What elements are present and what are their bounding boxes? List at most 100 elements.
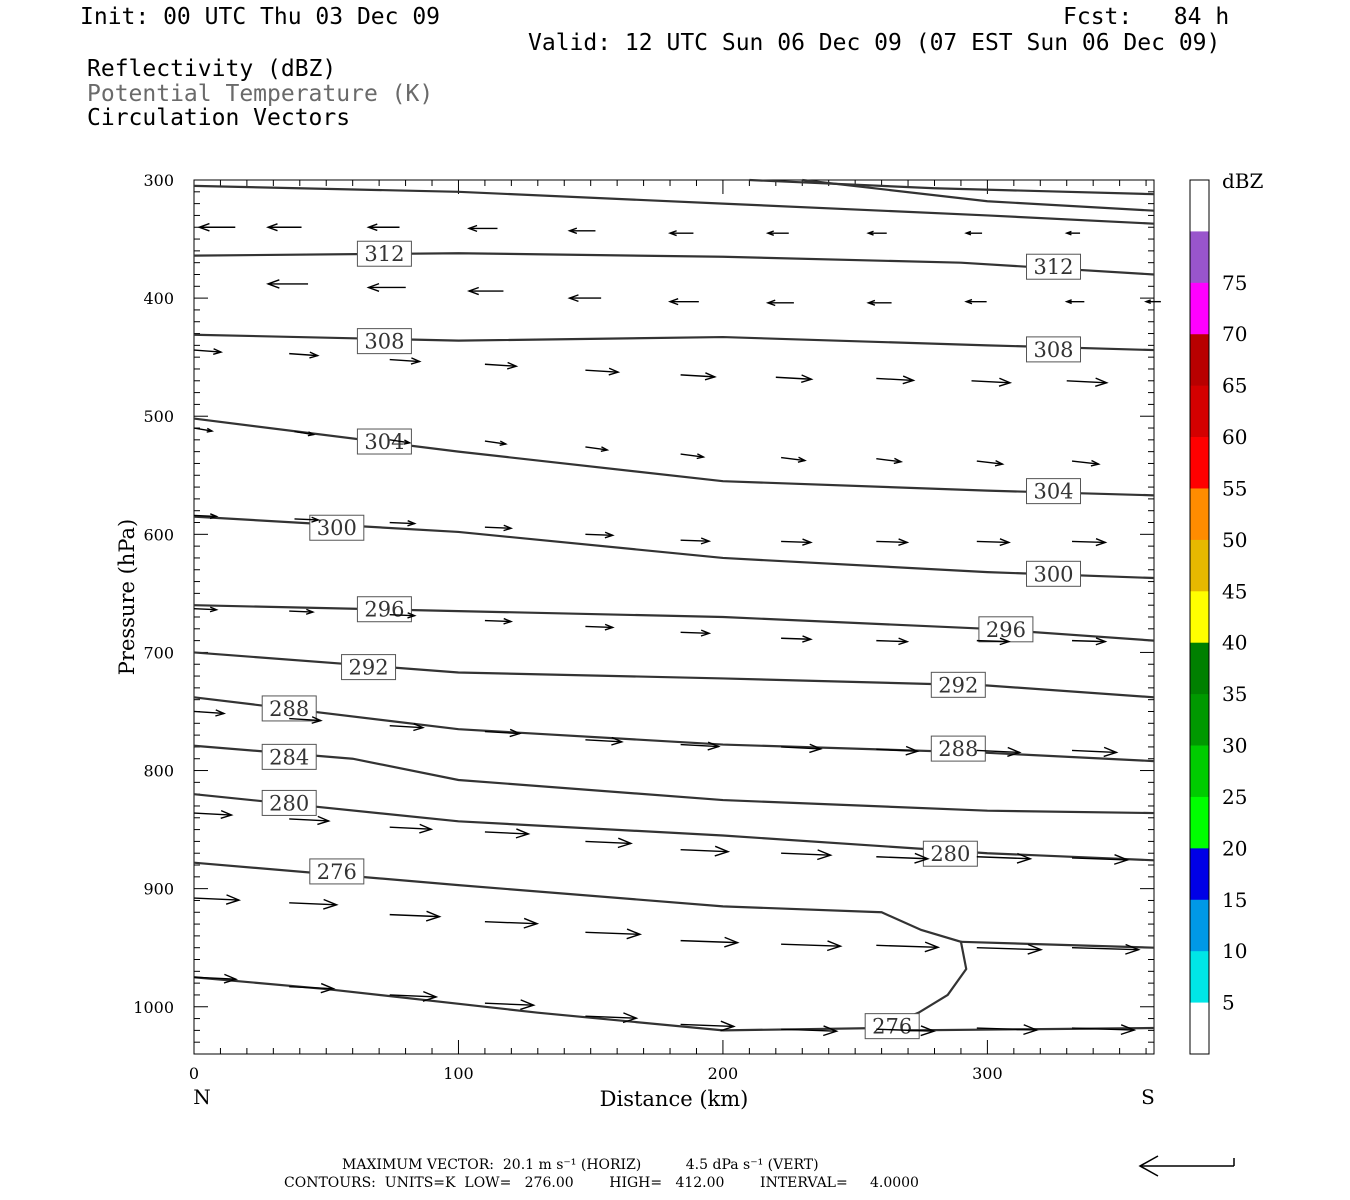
circulation-vector — [1071, 749, 1117, 754]
isentrope-304 — [193, 417, 1155, 497]
contour-label: 288 — [938, 737, 978, 761]
max-vector-note: MAXIMUM VECTOR: 20.1 m s⁻¹ (HORIZ) 4.5 d… — [342, 1157, 819, 1173]
circulation-vector — [484, 921, 538, 925]
x-tick-label: 0 — [189, 1064, 199, 1083]
colorbar-segment — [1190, 694, 1209, 746]
colorbar-level-label: 60 — [1222, 425, 1247, 449]
circulation-vector-head — [320, 982, 336, 994]
circulation-vector-head — [220, 810, 234, 820]
circulation-vector-head — [215, 709, 227, 717]
isentrope-280 — [193, 793, 1155, 862]
isentrope-316 — [193, 184, 1155, 225]
circulation-vector — [389, 913, 440, 918]
circulation-vector — [775, 376, 812, 380]
circulation-vector — [585, 625, 613, 629]
circulation-vector-head — [425, 910, 442, 922]
circulation-vector — [781, 746, 821, 750]
circulation-vector — [289, 818, 329, 822]
colorbar-segment — [1190, 488, 1209, 541]
circulation-vector-head — [422, 990, 439, 1002]
circulation-vector — [484, 730, 520, 735]
colorbar-level-label: 65 — [1222, 374, 1247, 398]
contour-label: 296 — [986, 618, 1026, 642]
circulation-vector-head — [523, 917, 540, 929]
circulation-vector — [876, 856, 928, 860]
y-tick-label: 1000 — [133, 998, 174, 1017]
y-axis-label: Pressure (hPa) — [115, 519, 139, 675]
circulation-vector — [976, 540, 1009, 544]
circulation-vector-head — [604, 623, 615, 631]
circulation-vector — [876, 748, 918, 752]
contour-label: 280 — [269, 791, 309, 815]
isentrope-312 — [193, 252, 1155, 276]
circulation-vector-head — [724, 936, 740, 948]
left-end-label: N — [193, 1085, 211, 1109]
circulation-vector — [1066, 380, 1107, 384]
contour-label: 312 — [364, 242, 404, 266]
circulation-vector-head — [309, 351, 320, 359]
field-reflectivity: Reflectivity (dBZ) — [87, 56, 337, 82]
circulation-vector — [389, 358, 420, 363]
contour-label-box — [1026, 560, 1082, 587]
colorbar-level-label: 35 — [1222, 682, 1247, 706]
field-potential-temperature: Potential Temperature (K) — [87, 81, 434, 107]
circulation-vector — [193, 514, 217, 518]
circulation-vector-head — [964, 298, 973, 305]
contour-label: 308 — [364, 330, 404, 354]
circulation-vector-head — [765, 230, 775, 236]
circulation-vector — [876, 1028, 935, 1032]
circulation-vector — [1071, 947, 1139, 951]
circulation-vector — [389, 439, 410, 444]
circulation-vector — [680, 631, 710, 635]
circulation-vector-head — [802, 635, 813, 643]
circulation-vector — [484, 619, 512, 623]
circulation-vector-head — [608, 367, 621, 376]
init-time: Init: 00 UTC Thu 03 Dec 09 — [80, 4, 441, 30]
contour-label: 296 — [364, 598, 404, 622]
colorbar-level-label: 30 — [1222, 734, 1247, 758]
circulation-vector — [484, 831, 529, 835]
circulation-vector-head — [617, 837, 633, 849]
circulation-vector-head — [914, 852, 930, 864]
circulation-vector-head — [507, 361, 519, 370]
circulation-vector — [876, 944, 939, 949]
circulation-vector-head — [407, 612, 417, 619]
contour-label: 304 — [364, 430, 404, 454]
circulation-vector — [976, 1027, 1037, 1031]
contour-label-box — [864, 1013, 920, 1040]
circulation-vector-head — [924, 941, 941, 953]
circulation-vector — [976, 749, 1020, 754]
circulation-vector — [976, 460, 1003, 465]
isentrope-276 — [960, 940, 1155, 949]
circulation-vector-head — [704, 372, 717, 381]
circulation-vector-head — [667, 230, 677, 237]
circulation-vector-head — [720, 1020, 736, 1032]
circulation-vector — [289, 352, 318, 357]
colorbar-segment — [1190, 951, 1209, 1003]
contour-label-box — [930, 735, 986, 762]
circulation-vector — [585, 840, 631, 845]
circulation-vector — [680, 939, 738, 944]
circulation-vector-head — [1027, 943, 1044, 955]
circulation-vector — [1071, 857, 1128, 861]
circulation-vector — [680, 1023, 734, 1028]
contour-label: 276 — [317, 860, 357, 884]
circulation-vector — [976, 947, 1042, 951]
colorbar-level-label: 10 — [1222, 939, 1247, 963]
circulation-vector-head — [466, 286, 479, 296]
circulation-vector-head — [817, 849, 833, 861]
circulation-vector-head — [403, 439, 412, 445]
colorbar-level-label: 20 — [1222, 836, 1247, 860]
circulation-vector-head — [826, 940, 843, 952]
circulation-vector — [876, 639, 908, 643]
circulation-vector — [193, 976, 237, 980]
circulation-vector — [585, 739, 622, 743]
circulation-vector — [289, 610, 313, 613]
circulation-vector — [976, 639, 1009, 643]
contour-label-box — [309, 858, 365, 885]
circulation-vector-head — [797, 456, 807, 463]
circulation-vector — [193, 349, 222, 353]
circulation-vector — [484, 1002, 534, 1006]
colorbar-segment — [1190, 231, 1209, 284]
x-tick-label: 200 — [708, 1064, 739, 1083]
